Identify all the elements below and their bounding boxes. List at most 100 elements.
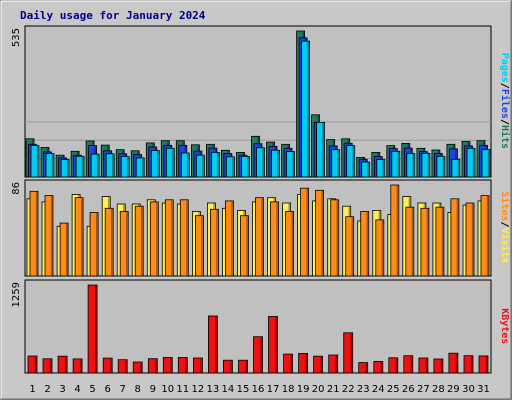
bar-sites-day-15 xyxy=(240,215,249,277)
bar-pages-day-23 xyxy=(361,161,371,178)
bar-sites-day-11 xyxy=(179,199,189,277)
bar-sites-day-29 xyxy=(450,198,460,277)
x-tick-label: 8 xyxy=(135,384,141,395)
bar-kbytes-day-15 xyxy=(238,359,248,374)
bar-pages-day-18 xyxy=(286,151,296,178)
bar-sites-day-26 xyxy=(405,206,415,277)
panels: 535 Pages/Files/Hits 86 Sites/Visits 1259 KBy… xyxy=(11,25,511,374)
bar-pages-day-30 xyxy=(466,147,476,178)
bar-pages-day-15 xyxy=(241,156,250,178)
bar-sites-day-14 xyxy=(224,200,234,277)
y-max-label: 535 xyxy=(11,28,22,47)
bar-sites-day-25 xyxy=(390,184,400,277)
bar-sites-day-4 xyxy=(74,197,84,277)
x-tick-label: 23 xyxy=(357,384,370,395)
bar-kbytes-day-2 xyxy=(42,358,53,374)
bar-kbytes-day-9 xyxy=(147,358,158,374)
bar-kbytes-day-12 xyxy=(192,357,203,374)
x-tick-label: 4 xyxy=(74,384,80,395)
bar-sites-day-10 xyxy=(164,199,174,277)
y-max-label: 86 xyxy=(11,182,22,195)
bar-kbytes-day-20 xyxy=(313,355,324,374)
bar-pages-day-7 xyxy=(120,156,130,178)
bar-pages-day-11 xyxy=(180,152,190,178)
bar-pages-day-3 xyxy=(60,159,70,178)
legend-visits-sites: Sites/Visits xyxy=(499,191,511,263)
x-tick-label: 7 xyxy=(120,384,126,395)
bar-pages-day-2 xyxy=(45,153,55,178)
bar-pages-day-5 xyxy=(90,153,100,178)
bar-kbytes-day-21 xyxy=(328,354,339,374)
x-tick-label: 12 xyxy=(192,384,205,395)
y-max-label: 1259 xyxy=(11,282,22,307)
bar-pages-day-19 xyxy=(301,40,311,178)
x-tick-label: 27 xyxy=(417,384,430,395)
bar-sites-day-3 xyxy=(59,222,69,277)
bar-sites-day-2 xyxy=(44,195,54,277)
x-tick-label: 5 xyxy=(89,384,95,395)
x-tick-label: 13 xyxy=(207,384,220,395)
bar-kbytes-day-24 xyxy=(373,360,384,374)
bar-kbytes-day-18 xyxy=(283,353,294,374)
x-tick-label: 14 xyxy=(222,384,235,395)
bar-sites-day-18 xyxy=(285,211,295,277)
bar-pages-day-14 xyxy=(225,156,235,178)
x-tick-label: 2 xyxy=(44,384,50,395)
x-tick-label: 30 xyxy=(462,384,475,395)
legend-hits-files-pages: Pages/Files/Hits xyxy=(499,53,511,149)
bar-kbytes-day-7 xyxy=(117,359,128,374)
bar-sites-day-27 xyxy=(420,207,430,277)
x-tick-label: 9 xyxy=(150,384,156,395)
x-tick-label: 18 xyxy=(282,384,295,395)
bar-pages-day-8 xyxy=(135,157,145,178)
x-tick-label: 19 xyxy=(297,384,310,395)
bar-sites-day-7 xyxy=(119,211,129,277)
x-tick-label: 21 xyxy=(327,384,340,395)
bar-pages-day-6 xyxy=(105,153,115,178)
bar-kbytes-day-3 xyxy=(57,355,68,374)
bar-pages-day-21 xyxy=(331,149,341,178)
x-tick-label: 3 xyxy=(59,384,65,395)
bar-sites-day-17 xyxy=(270,201,279,277)
bar-kbytes-day-17 xyxy=(268,316,278,374)
bar-kbytes-day-30 xyxy=(463,355,474,374)
bar-sites-day-23 xyxy=(360,211,370,277)
bar-sites-day-16 xyxy=(255,197,264,277)
bar-sites-day-9 xyxy=(149,201,159,277)
bar-sites-day-20 xyxy=(315,189,325,277)
bar-pages-day-22 xyxy=(346,145,356,178)
x-tick-label: 6 xyxy=(105,384,111,395)
panel-hits-files-pages: 535 Pages/Files/Hits xyxy=(11,25,511,178)
bar-pages-day-4 xyxy=(75,155,85,178)
bar-kbytes-day-8 xyxy=(132,361,143,374)
bar-pages-day-26 xyxy=(406,153,416,178)
bar-sites-day-12 xyxy=(194,215,204,277)
bar-kbytes-day-29 xyxy=(448,352,459,374)
bar-pages-day-25 xyxy=(391,150,401,178)
panel-background xyxy=(24,279,492,374)
bar-kbytes-day-22 xyxy=(343,332,354,374)
x-tick-label: 1 xyxy=(29,384,35,395)
bar-sites-day-19 xyxy=(300,187,310,277)
x-tick-label: 31 xyxy=(477,384,490,395)
bar-pages-day-31 xyxy=(481,149,491,178)
bar-pages-day-9 xyxy=(150,150,160,178)
bar-sites-day-6 xyxy=(104,207,114,277)
bar-kbytes-day-16 xyxy=(253,336,263,374)
bar-sites-day-28 xyxy=(435,206,445,277)
x-tick-label: 25 xyxy=(387,384,400,395)
x-tick-label: 16 xyxy=(252,384,265,395)
bar-sites-day-8 xyxy=(134,205,144,277)
bar-kbytes-day-10 xyxy=(162,356,173,374)
bar-kbytes-day-28 xyxy=(433,358,444,374)
bar-pages-day-13 xyxy=(210,151,220,178)
bar-pages-day-12 xyxy=(195,154,205,178)
bar-kbytes-day-25 xyxy=(388,357,399,374)
x-tick-label: 26 xyxy=(402,384,415,395)
x-tick-label: 22 xyxy=(342,384,355,395)
bar-kbytes-day-26 xyxy=(403,355,414,374)
bar-kbytes-day-14 xyxy=(222,359,233,374)
x-tick-label: 20 xyxy=(312,384,325,395)
x-tick-label: 17 xyxy=(267,384,280,395)
